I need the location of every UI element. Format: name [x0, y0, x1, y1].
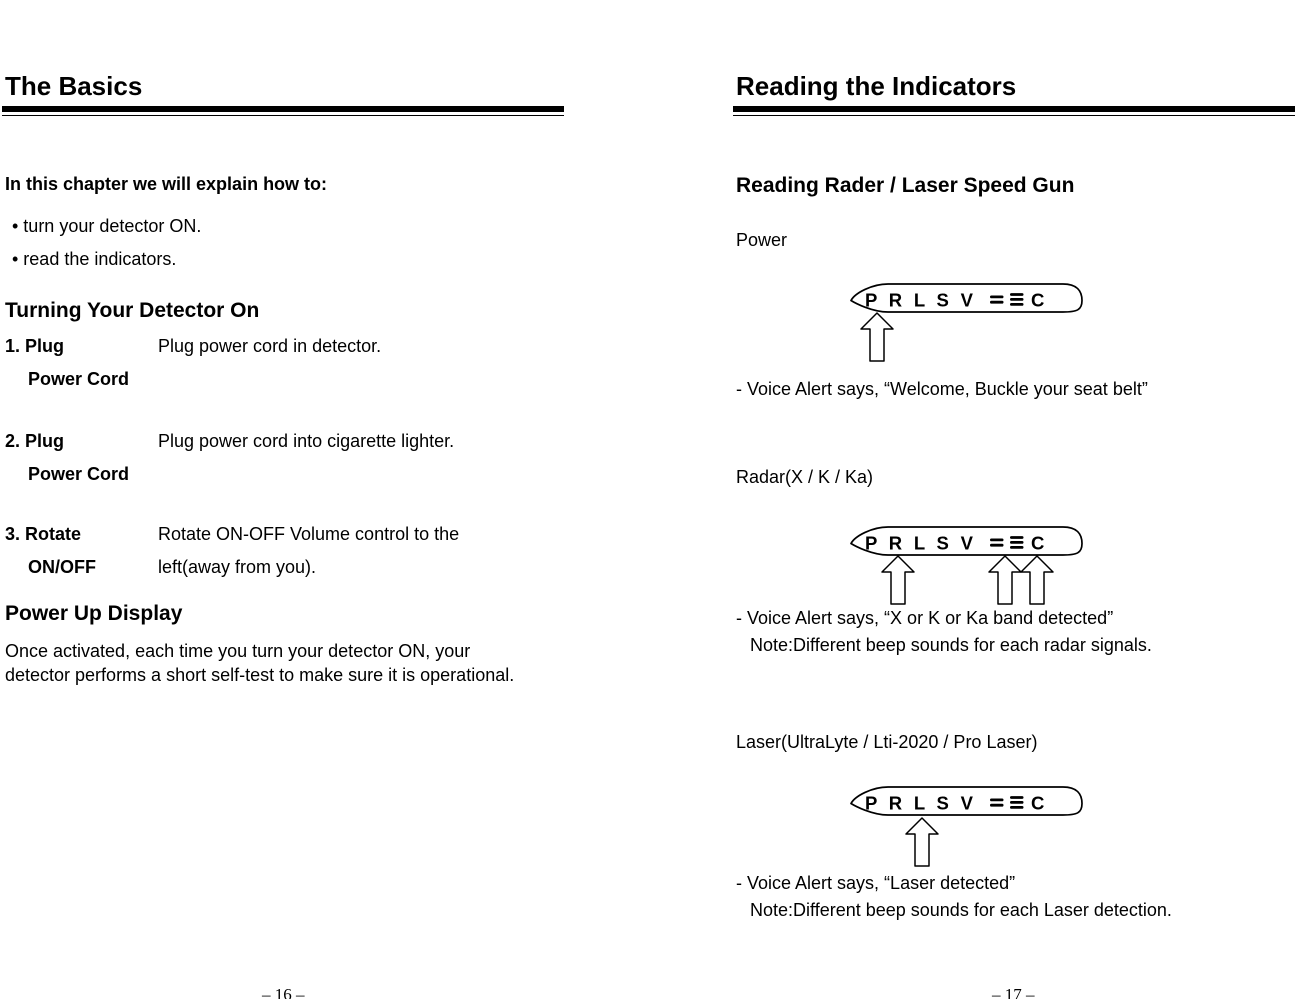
svg-text:P R L S V: P R L S V [865, 533, 976, 554]
svg-text:C: C [1031, 290, 1044, 311]
svg-text:P R L S V: P R L S V [865, 793, 976, 814]
svg-text:C: C [1031, 793, 1044, 814]
svg-text:P R L S V: P R L S V [865, 290, 976, 311]
svg-text:C: C [1031, 533, 1044, 554]
